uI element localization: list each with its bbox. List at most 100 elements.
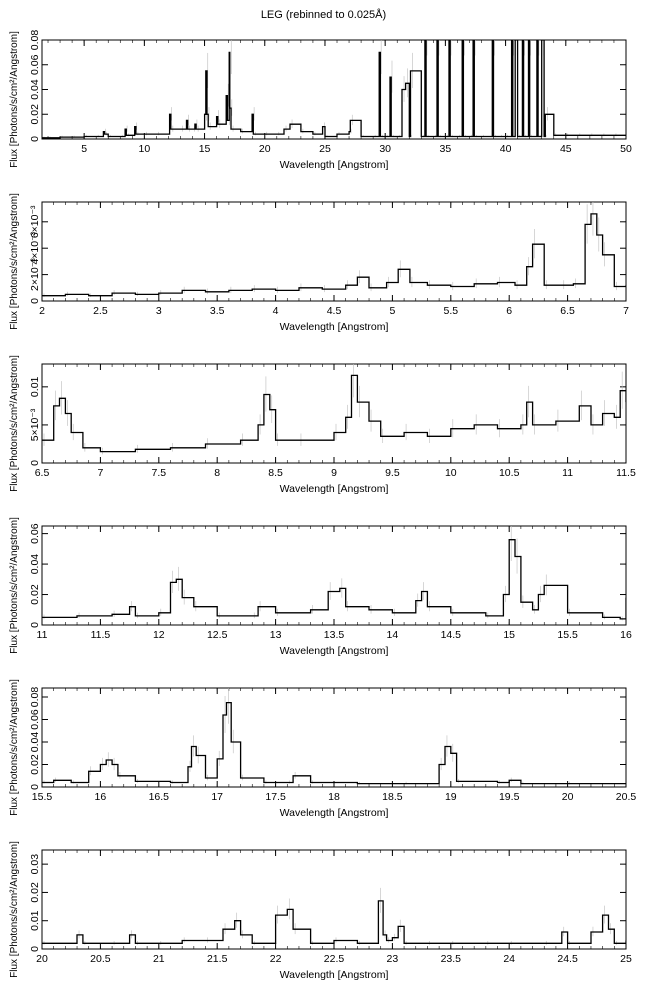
x-tick-label: 14.5 [441,629,462,641]
series-line-1 [42,374,626,453]
series-line-1 [42,701,626,785]
y-axis-label: Flux [Photons/s/cm²/Angstrom] [9,679,20,816]
x-tick-label: 22.5 [324,953,345,965]
x-axis-label: Wavelength [Angstrom] [280,159,389,171]
x-tick-label: 16.5 [149,791,170,803]
x-tick-label: 2 [39,305,45,317]
x-tick-label: 21.5 [207,953,228,965]
x-tick-label: 16 [620,629,632,641]
y-tick-label: 0.06 [29,523,41,544]
y-tick-label: 0.01 [29,910,41,931]
x-tick-label: 25 [319,143,331,155]
x-tick-label: 17 [211,791,223,803]
x-tick-label: 16 [95,791,107,803]
plot-frame [41,849,627,950]
x-axis-label: Wavelength [Angstrom] [280,321,389,333]
y-tick-label: 0.03 [29,854,41,875]
x-tick-label: 10.5 [499,467,520,479]
x-tick-label: 9.5 [385,467,400,479]
x-axis-label: Wavelength [Angstrom] [280,807,389,819]
x-tick-label: 5 [81,143,87,155]
series-line-1 [42,213,626,297]
x-tick-label: 6 [506,305,512,317]
y-tick-label: 0 [29,784,41,790]
data-layer [42,526,626,621]
x-tick-label: 11 [562,467,573,479]
y-tick-label: 0.04 [29,732,41,753]
x-tick-label: 13 [270,629,282,641]
chart-panel-5: 15.5 16 16.5 17 17.5 18 18.5 19 19.5 20 20.500.020… [9,679,636,819]
y-tick-label: 0 [29,946,41,952]
y-tick-label: 0 [29,136,41,142]
y-tick-label: 0.08 [29,30,41,51]
y-tick-label: 0.02 [29,584,41,605]
x-tick-label: 23.5 [441,953,462,965]
y-tick-label: 2×10⁻³ [29,258,41,291]
x-tick-label: 15 [199,143,211,155]
y-axis-label: Flux [Photons/s/cm²/Angstrom] [9,517,20,654]
y-tick-label: 0 [29,622,41,628]
chart-panel-1: 5 10 15 20 25 30 35 40 45 50 0 0.02 0.04 0.06 0.08 Wave… [9,30,632,171]
x-tick-label: 5.5 [443,305,458,317]
chart-panel-3: 6.5 7 7.5 8 8.5 9 9.5 10 10.5 11 11.5 0 5×10⁻³ 0.01 Wa… [9,355,636,495]
x-tick-label: 20 [562,791,574,803]
chart-panel-2: 2 2.5 3 3.5 4 4.5 5 5.5 6 6.5 7 0 2×10⁻³4×10⁻³6×10⁻³… [9,193,629,333]
x-tick-label: 19 [445,791,457,803]
x-tick-label: 3.5 [210,305,225,317]
x-tick-label: 11 [37,629,48,641]
y-axis-label: Flux [Photons/s/cm²/Angstrom] [9,355,20,492]
y-tick-label: 0.04 [29,554,41,575]
chart-panel-6: 20 20.5 21 21.5 22 22.5 23 23.5 24 24.5 25 0 0.01 0.0… [9,841,632,981]
data-layer [42,40,626,139]
y-tick-label: 0 [29,298,41,304]
x-tick-label: 13.5 [324,629,345,641]
y-tick-label: 0.02 [29,754,41,775]
x-axis-label: Wavelength [Angstrom] [280,969,389,981]
x-tick-label: 10 [445,467,457,479]
x-tick-label: 40 [500,143,512,155]
x-tick-label: 18.5 [382,791,403,803]
plot-frame [41,687,627,788]
x-tick-label: 7.5 [151,467,166,479]
x-tick-label: 2.5 [93,305,108,317]
x-tick-label: 3 [156,305,162,317]
x-tick-label: 45 [560,143,572,155]
x-tick-label: 18 [328,791,340,803]
x-tick-label: 12.5 [207,629,228,641]
x-tick-label: 20.5 [616,791,637,803]
x-tick-label: 15.5 [557,629,578,641]
x-tick-label: 10 [139,143,151,155]
y-tick-label: 0.01 [29,376,41,397]
x-tick-label: 25 [620,953,632,965]
x-axis-label: Wavelength [Angstrom] [280,483,389,495]
series-line-1 [42,40,626,139]
y-tick-label: 0.04 [29,79,41,100]
x-tick-label: 35 [440,143,452,155]
y-tick-label: 0.02 [29,104,41,125]
x-tick-label: 5 [389,305,395,317]
y-tick-label: 5×10⁻³ [29,408,41,441]
x-tick-label: 50 [620,143,632,155]
x-tick-label: 24.5 [557,953,578,965]
chart-panel-4: 11 11.5 12 12.5 13 13.5 14 14.5 15 15.5 16 0 0.02 0.0… [9,517,632,657]
y-tick-label: 0.06 [29,709,41,730]
x-tick-label: 20 [36,953,48,965]
x-tick-label: 14 [387,629,399,641]
plot-frame [41,363,627,464]
x-tick-label: 6.5 [560,305,575,317]
x-tick-label: 7 [97,467,103,479]
x-axis-label: Wavelength [Angstrom] [280,645,389,657]
y-axis-label: Flux [Photons/s/cm²/Angstrom] [9,193,20,330]
x-tick-label: 30 [379,143,391,155]
data-layer [42,887,626,945]
chart-title: LEG (rebinned to 0.025Å) [260,9,387,21]
x-tick-label: 8 [214,467,220,479]
data-layer [42,364,626,455]
x-tick-label: 20 [259,143,271,155]
y-axis-label: Flux [Photons/s/cm²/Angstrom] [9,841,20,978]
x-tick-label: 20.5 [90,953,111,965]
x-tick-label: 7 [623,305,629,317]
x-tick-label: 15 [503,629,515,641]
data-layer [42,202,626,298]
